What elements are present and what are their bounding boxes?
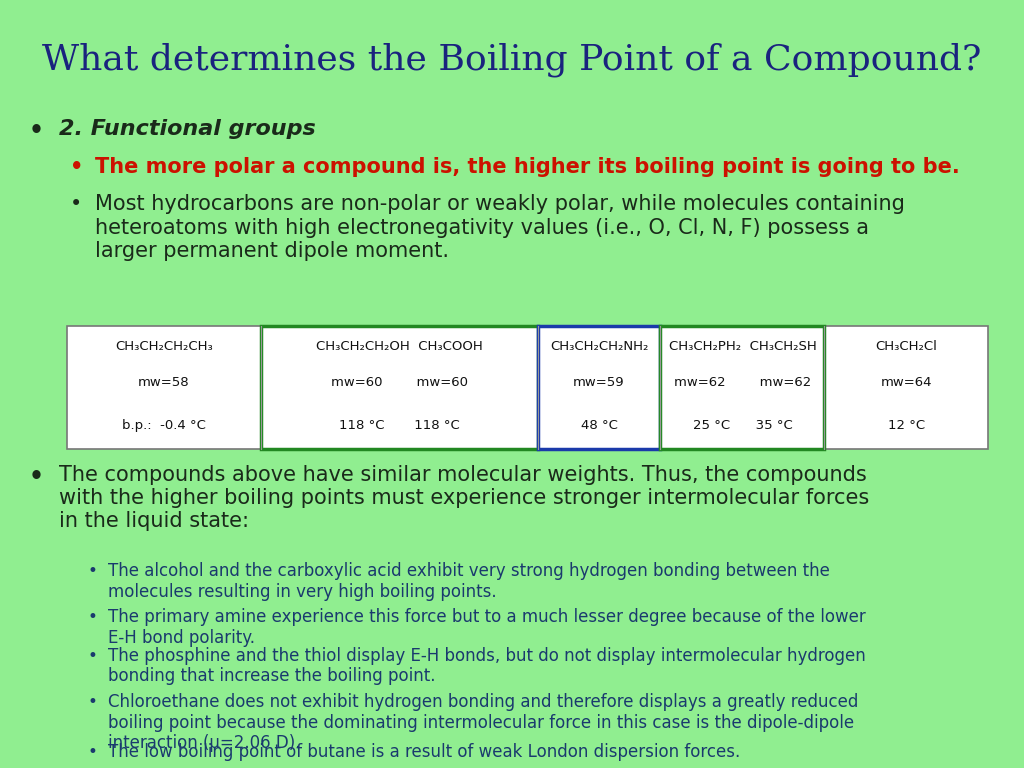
Text: The more polar a compound is, the higher its boiling point is going to be.: The more polar a compound is, the higher… bbox=[95, 157, 959, 177]
Text: •: • bbox=[87, 608, 97, 626]
Text: CH₃CH₂CH₂NH₂: CH₃CH₂CH₂NH₂ bbox=[550, 340, 648, 353]
Text: The compounds above have similar molecular weights. Thus, the compounds
with the: The compounds above have similar molecul… bbox=[59, 465, 869, 531]
Text: •: • bbox=[87, 562, 97, 580]
Text: •: • bbox=[70, 194, 82, 214]
Text: 48 °C: 48 °C bbox=[581, 419, 617, 432]
Text: The primary amine experience this force but to a much lesser degree because of t: The primary amine experience this force … bbox=[108, 608, 865, 647]
Text: The phosphine and the thiol display E-H bonds, but do not display intermolecular: The phosphine and the thiol display E-H … bbox=[108, 647, 865, 686]
Text: •: • bbox=[87, 693, 97, 710]
Text: 118 °C       118 °C: 118 °C 118 °C bbox=[339, 419, 460, 432]
Text: 25 °C      35 °C: 25 °C 35 °C bbox=[692, 419, 793, 432]
Text: •: • bbox=[29, 465, 44, 488]
Bar bbox=[67, 326, 988, 449]
Text: CH₃CH₂Cl: CH₃CH₂Cl bbox=[876, 340, 937, 353]
Text: CH₃CH₂CH₂OH  CH₃COOH: CH₃CH₂CH₂OH CH₃COOH bbox=[316, 340, 482, 353]
Text: Most hydrocarbons are non-polar or weakly polar, while molecules containing
hete: Most hydrocarbons are non-polar or weakl… bbox=[95, 194, 905, 260]
Text: •: • bbox=[87, 647, 97, 664]
Text: The alcohol and the carboxylic acid exhibit very strong hydrogen bonding between: The alcohol and the carboxylic acid exhi… bbox=[108, 562, 829, 601]
Text: Chloroethane does not exhibit hydrogen bonding and therefore displays a greatly : Chloroethane does not exhibit hydrogen b… bbox=[108, 693, 858, 753]
Text: 12 °C: 12 °C bbox=[888, 419, 925, 432]
Text: •: • bbox=[70, 157, 83, 177]
Text: •: • bbox=[87, 743, 97, 761]
Text: b.p.:  -0.4 °C: b.p.: -0.4 °C bbox=[122, 419, 206, 432]
Text: CH₃CH₂PH₂  CH₃CH₂SH: CH₃CH₂PH₂ CH₃CH₂SH bbox=[669, 340, 816, 353]
Text: CH₃CH₂CH₂CH₃: CH₃CH₂CH₂CH₃ bbox=[115, 340, 213, 353]
Text: mw=62        mw=62: mw=62 mw=62 bbox=[674, 376, 811, 389]
Bar bbox=[261, 326, 538, 449]
Text: The low boiling point of butane is a result of weak London dispersion forces.: The low boiling point of butane is a res… bbox=[108, 743, 739, 761]
Text: 2. Functional groups: 2. Functional groups bbox=[59, 119, 316, 139]
Text: mw=58: mw=58 bbox=[138, 376, 189, 389]
Text: mw=64: mw=64 bbox=[881, 376, 932, 389]
Text: mw=60        mw=60: mw=60 mw=60 bbox=[331, 376, 468, 389]
Text: •: • bbox=[29, 119, 44, 143]
Text: mw=59: mw=59 bbox=[573, 376, 625, 389]
Bar bbox=[538, 326, 660, 449]
Text: What determines the Boiling Point of a Compound?: What determines the Boiling Point of a C… bbox=[42, 42, 982, 77]
Bar bbox=[660, 326, 824, 449]
